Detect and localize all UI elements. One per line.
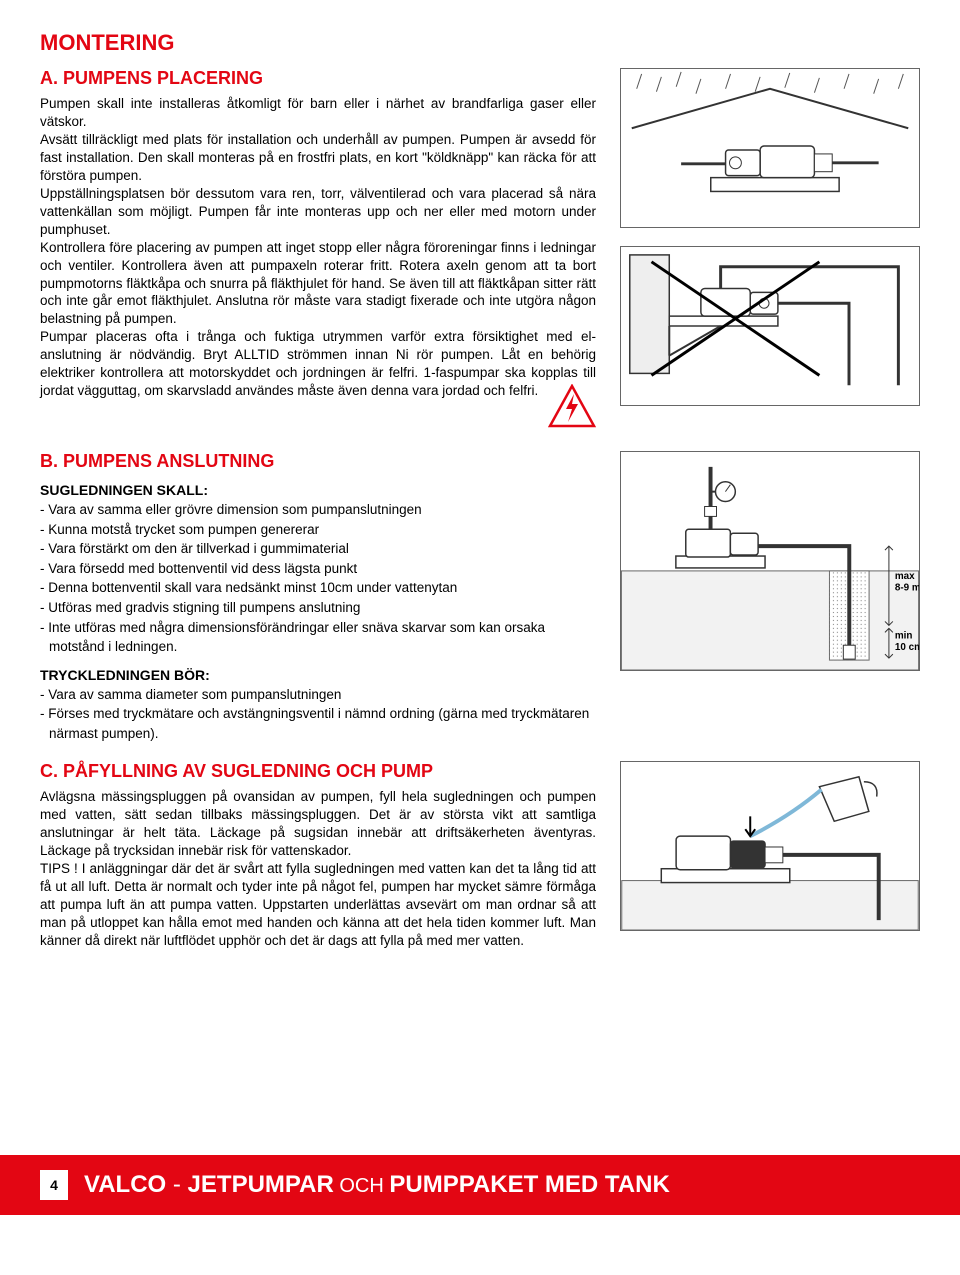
list-item: - Kunna motstå trycket som pumpen genere… <box>40 520 596 540</box>
diagram-wrong-install <box>620 246 920 406</box>
list-item: - Utföras med gradvis stigning till pump… <box>40 598 596 618</box>
list-item: - Vara försedd med bottenventil vid dess… <box>40 559 596 579</box>
sub-heading-sugledning: SUGLEDNINGEN SKALL: <box>40 482 596 498</box>
diagram-correct-install <box>620 68 920 228</box>
sub-heading-tryckledning: TRYCKLEDNINGEN BÖR: <box>40 667 596 683</box>
footer-title: VALCO - JETPUMPAR OCH PUMPPAKET MED TANK <box>84 1171 670 1199</box>
page-number: 4 <box>40 1170 68 1200</box>
electric-warning-icon <box>548 384 596 433</box>
list-item: - Vara av samma eller grövre dimension s… <box>40 500 596 520</box>
section-a-text: Pumpen skall inte installeras åtkomligt … <box>40 95 596 400</box>
list-item: - Vara förstärkt om den är tillverkad i … <box>40 539 596 559</box>
tryckledning-list: - Vara av samma diameter som pumpanslutn… <box>40 685 596 744</box>
section-a-heading: A. PUMPENS PLACERING <box>40 68 596 89</box>
diagram-connection: max 8-9 m min 10 cm <box>620 451 920 671</box>
label-min-val: 10 cm <box>895 642 919 653</box>
list-item: - Vara av samma diameter som pumpanslutn… <box>40 685 596 705</box>
sugledning-list: - Vara av samma eller grövre dimension s… <box>40 500 596 657</box>
diagram-fill <box>620 761 920 931</box>
label-max-val: 8-9 m <box>895 583 919 594</box>
section-b-heading: B. PUMPENS ANSLUTNING <box>40 451 596 472</box>
section-b: B. PUMPENS ANSLUTNING SUGLEDNINGEN SKALL… <box>40 451 920 743</box>
list-item: - Denna bottenventil skall vara nedsänkt… <box>40 578 596 598</box>
label-max: max <box>895 571 915 582</box>
list-item: - Förses med tryckmätare och avstängning… <box>40 704 596 743</box>
label-min: min <box>895 630 913 641</box>
section-c-heading: C. PÅFYLLNING AV SUGLEDNING OCH PUMP <box>40 761 596 782</box>
page-footer: 4 VALCO - JETPUMPAR OCH PUMPPAKET MED TA… <box>0 1155 960 1215</box>
section-c: C. PÅFYLLNING AV SUGLEDNING OCH PUMP Avl… <box>40 761 920 950</box>
section-a: A. PUMPENS PLACERING Pumpen skall inte i… <box>40 68 920 433</box>
list-item: - Inte utföras med några dimensionsförän… <box>40 618 596 657</box>
section-c-text: Avlägsna mässingspluggen på ovansidan av… <box>40 788 596 950</box>
main-heading: MONTERING <box>40 30 920 56</box>
